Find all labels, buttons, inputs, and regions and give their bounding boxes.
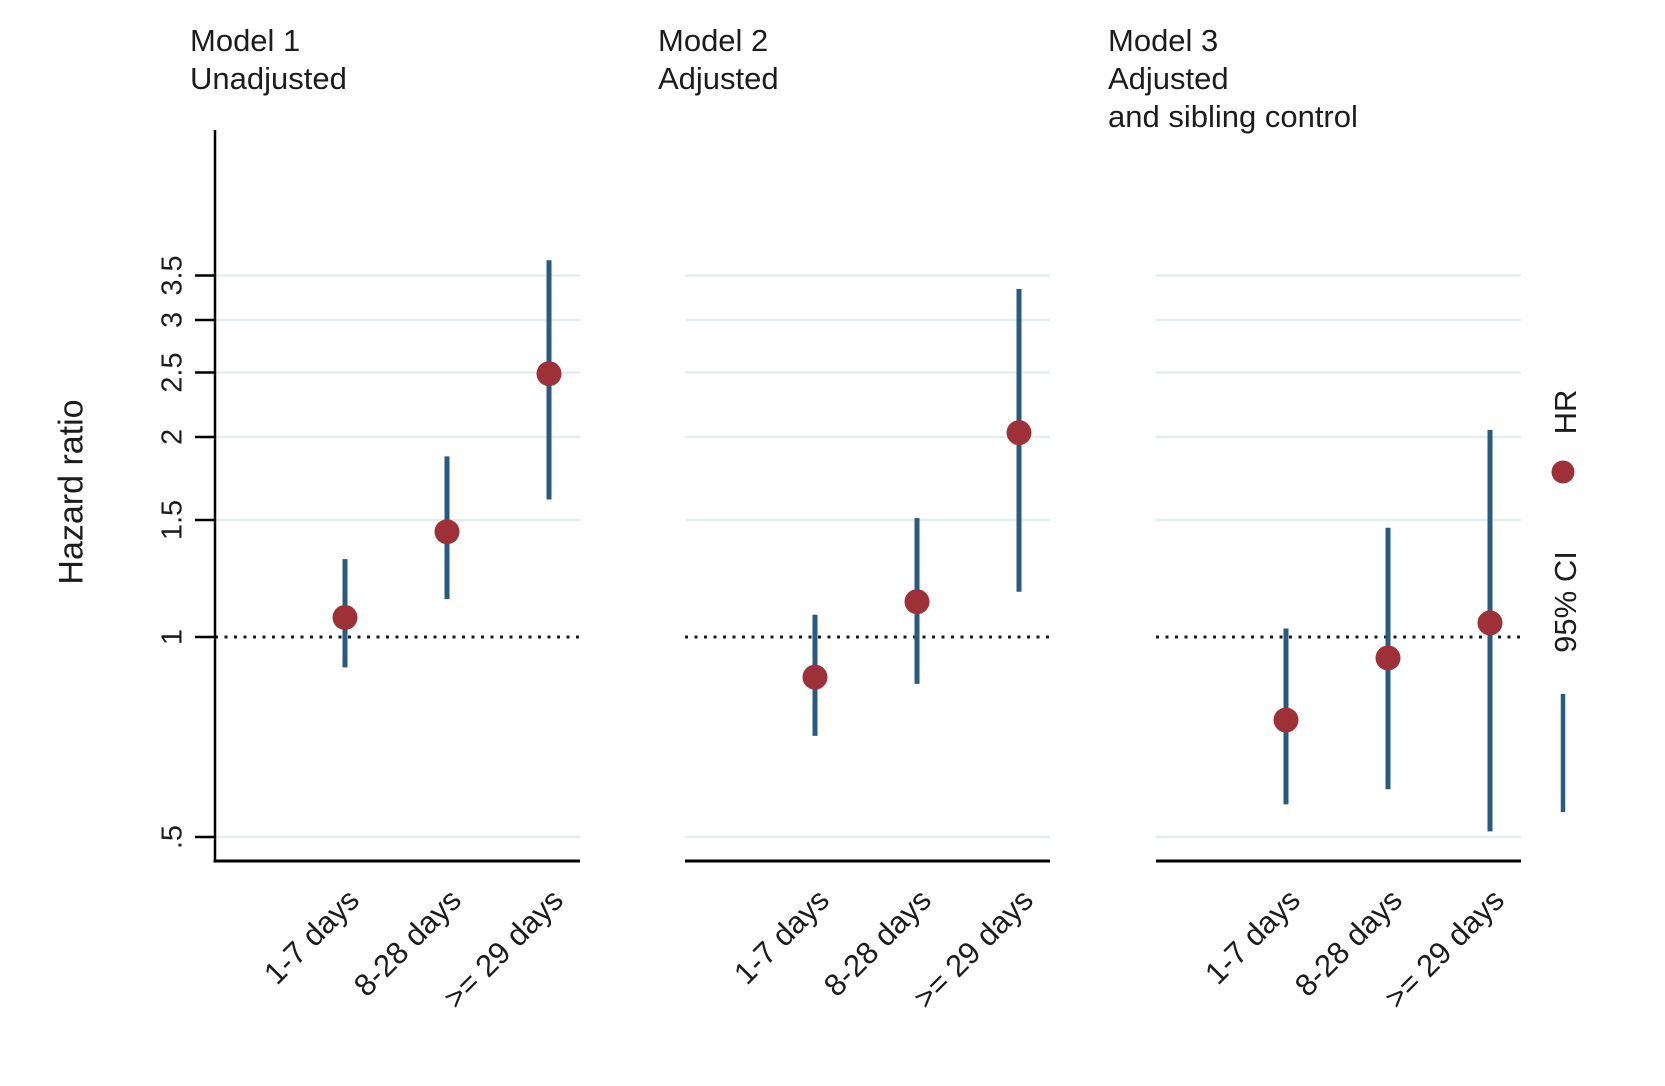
panel-3-title-line-1: Model 3 — [1108, 23, 1219, 58]
panel-2-title-line-1: Model 2 — [658, 23, 769, 58]
panel-1-title-line-2: Unadjusted — [190, 61, 347, 96]
hr-dot — [904, 589, 930, 615]
legend-hr-dot-marker — [1551, 460, 1575, 484]
legend-label-hr: HR — [1548, 389, 1583, 435]
panel-3-title: Model 3 Adjusted and sibling control — [1108, 22, 1358, 136]
y-axis-title: Hazard ratio — [52, 399, 91, 585]
legend-label-ci: 95% CI — [1548, 551, 1583, 653]
hr-dot — [332, 604, 358, 630]
y-tick-label: 1 — [157, 629, 189, 645]
y-tick-label: 2.5 — [157, 352, 189, 392]
panel-2-title: Model 2 Adjusted — [658, 22, 779, 98]
panel-3-title-line-3: and sibling control — [1108, 99, 1358, 134]
hr-dot — [1477, 610, 1503, 636]
y-tick-label: 3 — [157, 312, 189, 328]
panel-3-title-line-2: Adjusted — [1108, 61, 1229, 96]
hr-dot — [1375, 645, 1401, 671]
hr-dot — [802, 664, 828, 690]
hr-dot — [536, 361, 562, 387]
panel-1-title: Model 1 Unadjusted — [190, 22, 347, 98]
hr-dot — [1006, 420, 1032, 446]
y-tick-label: .5 — [157, 825, 189, 849]
panel-2-title-line-2: Adjusted — [658, 61, 779, 96]
y-tick-label: 3.5 — [157, 255, 189, 295]
y-tick-label: 2 — [157, 429, 189, 445]
hr-dot — [434, 519, 460, 545]
hr-dot — [1273, 707, 1299, 733]
y-tick-label: 1.5 — [157, 500, 189, 540]
panel-1-title-line-1: Model 1 — [190, 23, 301, 58]
